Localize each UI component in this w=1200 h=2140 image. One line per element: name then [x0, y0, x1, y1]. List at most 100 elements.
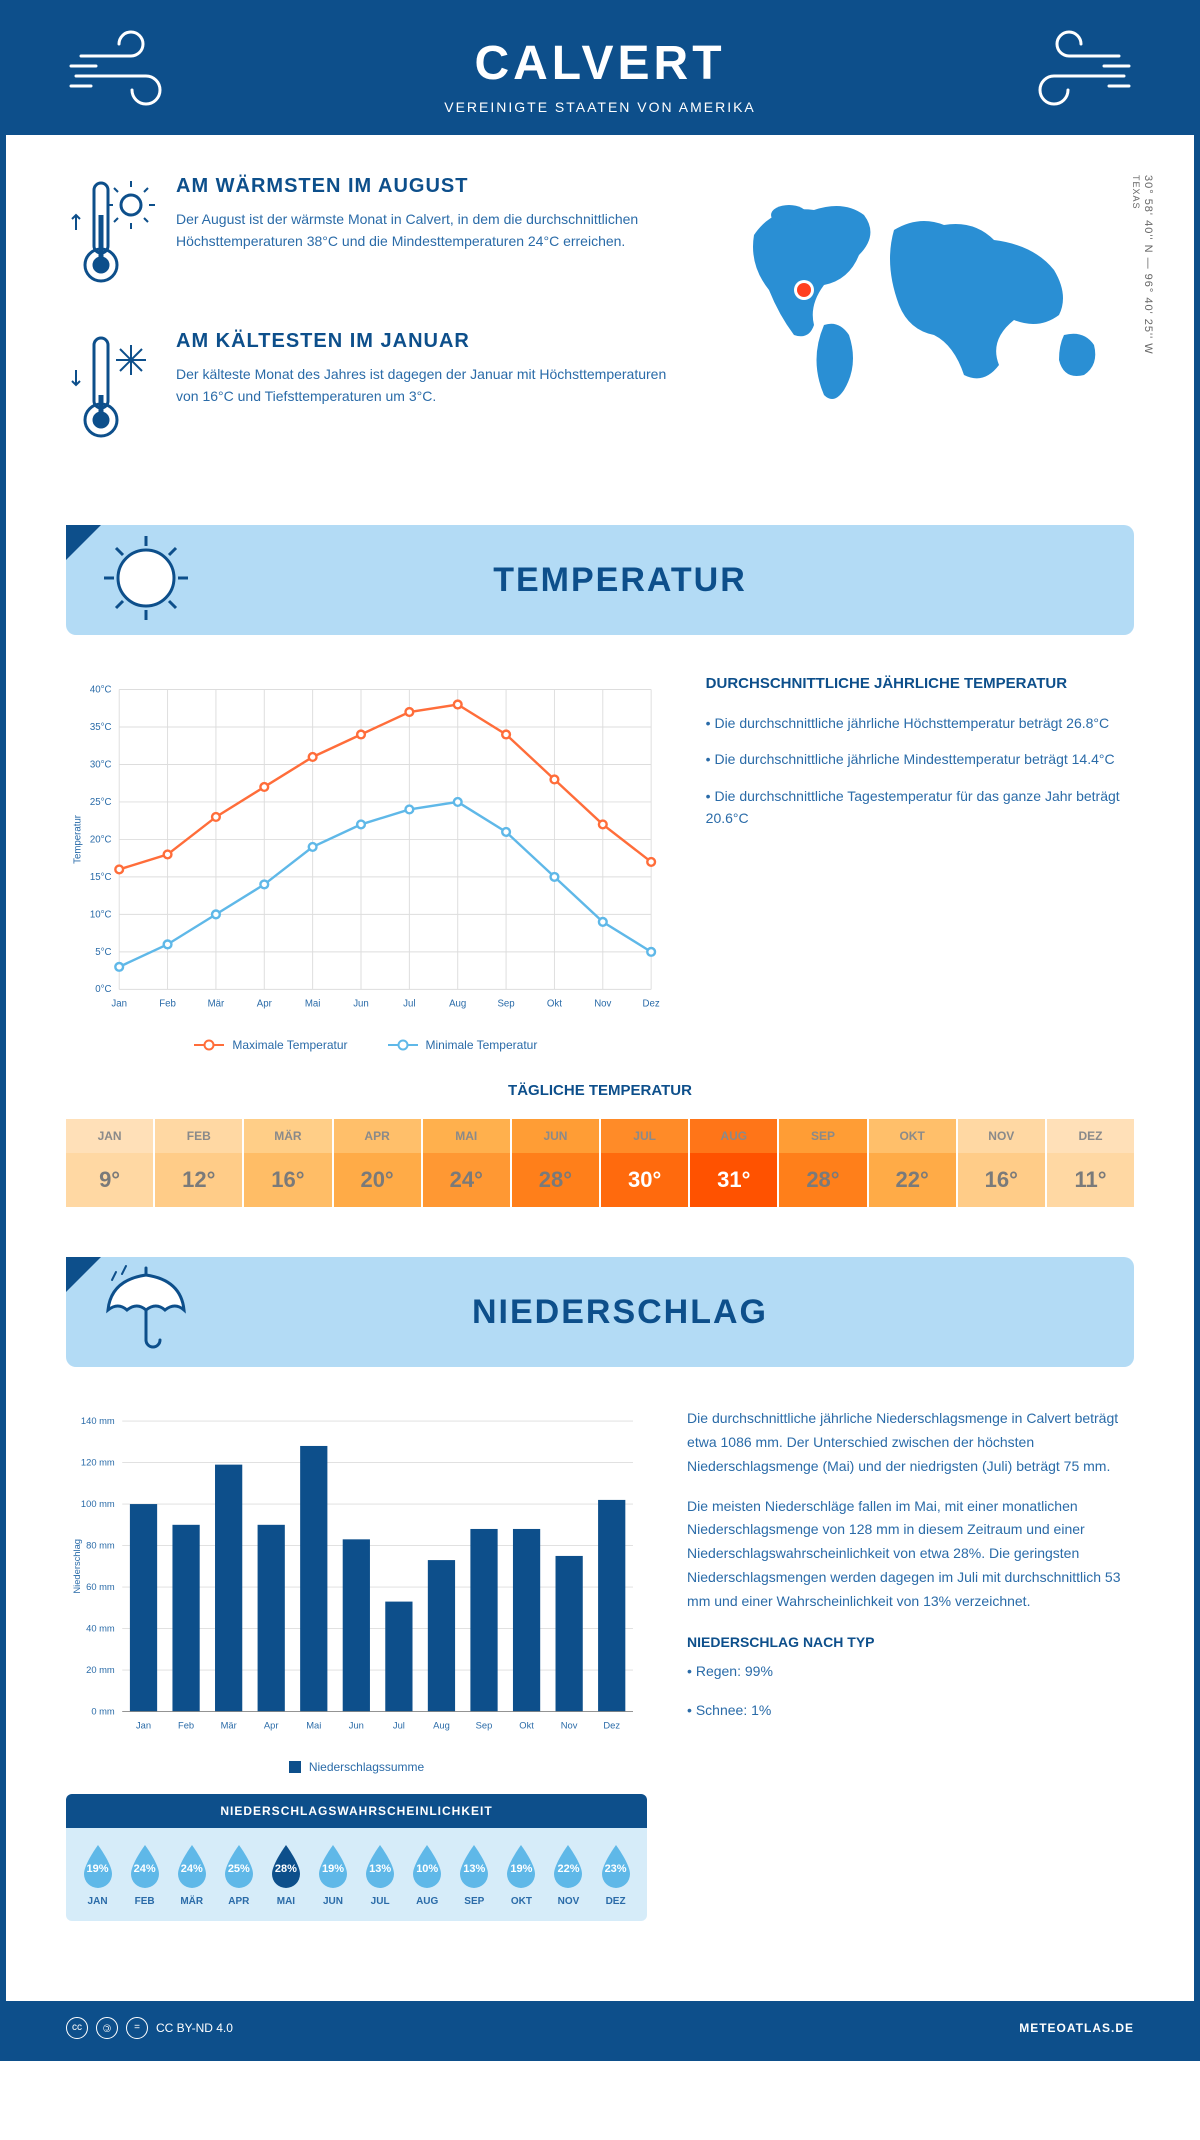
svg-text:15°C: 15°C — [90, 872, 112, 883]
raindrop-icon: 19% — [79, 1842, 117, 1890]
temp-cell: AUG 31° — [688, 1119, 777, 1207]
temp-cell: OKT 22° — [867, 1119, 956, 1207]
svg-text:Okt: Okt — [519, 1721, 534, 1731]
prob-cell: 23% DEZ — [592, 1842, 639, 1907]
temp-cell: MAI 24° — [421, 1119, 510, 1207]
site-name: METEOATLAS.DE — [1019, 2021, 1134, 2035]
svg-text:Mai: Mai — [305, 999, 321, 1010]
svg-text:Mär: Mär — [208, 999, 225, 1010]
coldest-block: AM KÄLTESTEN IM JANUAR Der kälteste Mona… — [66, 330, 674, 455]
svg-text:5°C: 5°C — [95, 947, 111, 958]
raindrop-icon: 19% — [314, 1842, 352, 1890]
raindrop-icon: 10% — [408, 1842, 446, 1890]
svg-text:Jun: Jun — [349, 1721, 364, 1731]
world-map: 30° 58' 40'' N — 96° 40' 25'' W TEXAS — [714, 175, 1134, 485]
svg-text:60 mm: 60 mm — [86, 1582, 115, 1592]
sun-icon — [96, 528, 196, 633]
temperature-title: TEMPERATUR — [226, 561, 1134, 600]
warmest-text: Der August ist der wärmste Monat in Calv… — [176, 208, 674, 253]
svg-text:Nov: Nov — [561, 1721, 578, 1731]
prob-cell: 13% JUL — [357, 1842, 404, 1907]
coldest-text: Der kälteste Monat des Jahres ist dagege… — [176, 363, 674, 408]
temp-cell: APR 20° — [332, 1119, 421, 1207]
prob-cell: 24% MÄR — [168, 1842, 215, 1907]
temperature-info: DURCHSCHNITTLICHE JÄHRLICHE TEMPERATUR •… — [706, 675, 1134, 1052]
svg-text:Jul: Jul — [393, 1721, 405, 1731]
svg-text:80 mm: 80 mm — [86, 1541, 115, 1551]
thermometer-cold-icon — [66, 330, 156, 455]
raindrop-icon: 13% — [361, 1842, 399, 1890]
svg-text:Niederschlag: Niederschlag — [72, 1539, 82, 1594]
svg-text:Mai: Mai — [306, 1721, 321, 1731]
raindrop-icon: 19% — [502, 1842, 540, 1890]
warmest-title: AM WÄRMSTEN IM AUGUST — [176, 175, 674, 198]
temp-cell: MÄR 16° — [242, 1119, 331, 1207]
temp-cell: FEB 12° — [153, 1119, 242, 1207]
umbrella-icon — [96, 1260, 196, 1365]
svg-text:Aug: Aug — [433, 1721, 450, 1731]
svg-text:Apr: Apr — [264, 1721, 279, 1731]
svg-text:Jul: Jul — [403, 999, 415, 1010]
license-text: CC BY-ND 4.0 — [156, 2021, 233, 2035]
raindrop-icon: 13% — [455, 1842, 493, 1890]
svg-text:40 mm: 40 mm — [86, 1624, 115, 1634]
svg-text:Nov: Nov — [594, 999, 611, 1010]
prob-cell: 13% SEP — [451, 1842, 498, 1907]
svg-text:Sep: Sep — [476, 1721, 493, 1731]
coordinates: 30° 58' 40'' N — 96° 40' 25'' W TEXAS — [1130, 175, 1154, 355]
coldest-title: AM KÄLTESTEN IM JANUAR — [176, 330, 674, 353]
svg-text:100 mm: 100 mm — [81, 1499, 115, 1509]
svg-text:Temperatur: Temperatur — [73, 814, 84, 864]
svg-text:Sep: Sep — [497, 999, 514, 1010]
precipitation-bar-chart: 0 mm20 mm40 mm60 mm80 mm100 mm120 mm140 … — [66, 1407, 647, 1773]
raindrop-icon: 22% — [549, 1842, 587, 1890]
svg-text:Okt: Okt — [547, 999, 562, 1010]
svg-text:Apr: Apr — [257, 999, 273, 1010]
intro-section: AM WÄRMSTEN IM AUGUST Der August ist der… — [66, 175, 1134, 485]
cc-icon: cc — [66, 2017, 88, 2039]
svg-text:Feb: Feb — [159, 999, 176, 1010]
svg-text:Jun: Jun — [353, 999, 369, 1010]
header: CALVERT VEREINIGTE STAATEN VON AMERIKA — [6, 6, 1194, 135]
svg-text:Feb: Feb — [178, 1721, 194, 1731]
prob-cell: 22% NOV — [545, 1842, 592, 1907]
wind-icon — [1014, 26, 1134, 121]
prob-cell: 19% JUN — [309, 1842, 356, 1907]
nd-icon: = — [126, 2017, 148, 2039]
prob-cell: 19% OKT — [498, 1842, 545, 1907]
by-icon: 🄯 — [96, 2017, 118, 2039]
svg-text:Jan: Jan — [111, 999, 127, 1010]
precipitation-text: Die durchschnittliche jährliche Niedersc… — [687, 1407, 1134, 1920]
svg-text:20 mm: 20 mm — [86, 1665, 115, 1675]
svg-text:0 mm: 0 mm — [91, 1707, 115, 1717]
precipitation-probability-box: NIEDERSCHLAGSWAHRSCHEINLICHKEIT 19% JAN … — [66, 1794, 647, 1921]
svg-text:Dez: Dez — [643, 999, 660, 1010]
svg-text:Jan: Jan — [136, 1721, 151, 1731]
svg-text:0°C: 0°C — [95, 984, 111, 995]
temp-cell: DEZ 11° — [1045, 1119, 1134, 1207]
page: CALVERT VEREINIGTE STAATEN VON AMERIKA — [0, 0, 1200, 2061]
precipitation-section-header: NIEDERSCHLAG — [66, 1257, 1134, 1367]
raindrop-icon: 25% — [220, 1842, 258, 1890]
raindrop-icon: 23% — [597, 1842, 635, 1890]
temp-cell: JUL 30° — [599, 1119, 688, 1207]
svg-text:40°C: 40°C — [90, 684, 112, 695]
temp-legend: .legend-item:nth-child(1) .legend-line::… — [66, 1038, 666, 1052]
raindrop-icon: 28% — [267, 1842, 305, 1890]
raindrop-icon: 24% — [173, 1842, 211, 1890]
svg-text:10°C: 10°C — [90, 909, 112, 920]
raindrop-icon: 24% — [126, 1842, 164, 1890]
svg-text:Mär: Mär — [221, 1721, 237, 1731]
precip-legend: Niederschlagssumme — [66, 1760, 647, 1774]
prob-cell: 28% MAI — [262, 1842, 309, 1907]
svg-text:Dez: Dez — [603, 1721, 620, 1731]
temp-cell: JAN 9° — [66, 1119, 153, 1207]
wind-icon — [66, 26, 186, 121]
svg-text:35°C: 35°C — [90, 722, 112, 733]
temp-cell: NOV 16° — [956, 1119, 1045, 1207]
prob-cell: 24% FEB — [121, 1842, 168, 1907]
svg-text:25°C: 25°C — [90, 797, 112, 808]
prob-cell: 25% APR — [215, 1842, 262, 1907]
prob-cell: 10% AUG — [404, 1842, 451, 1907]
precipitation-title: NIEDERSCHLAG — [226, 1293, 1134, 1332]
